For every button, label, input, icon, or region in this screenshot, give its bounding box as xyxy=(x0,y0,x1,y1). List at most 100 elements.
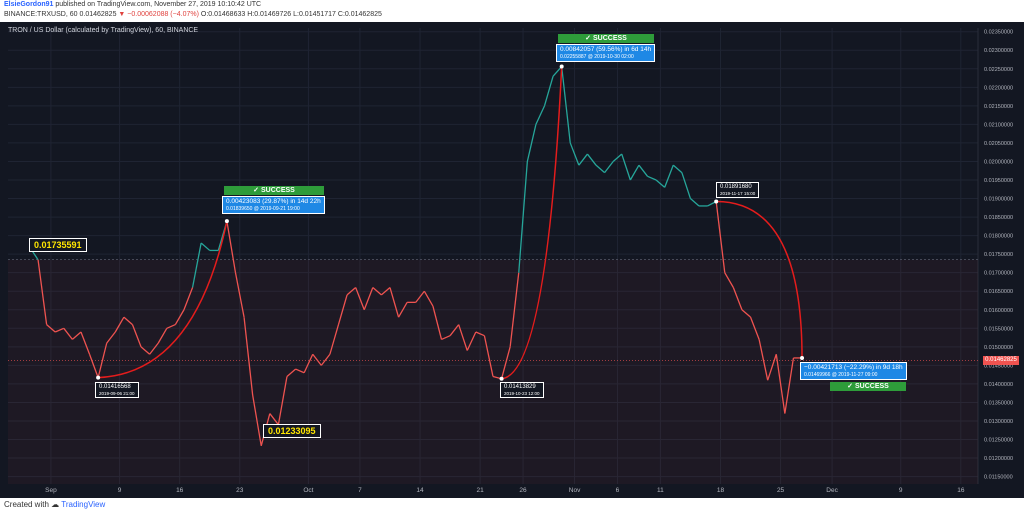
price-segment xyxy=(595,164,606,174)
last-price: 0.01462825 xyxy=(79,11,117,18)
price-segment xyxy=(80,331,91,355)
measure-arrow xyxy=(716,200,803,358)
measure-arrow xyxy=(98,220,228,379)
measure-callout-1[interactable]: 0.00423083 (29.87%) in 14d 22h 0.0183965… xyxy=(222,196,325,214)
y-tick-label: 0.02000000 xyxy=(984,159,1013,165)
arrow-start-dot xyxy=(499,376,504,381)
arrow-end-dot xyxy=(559,64,564,69)
footer-credit: Created with ☁ TradingView xyxy=(4,500,106,509)
price-segment xyxy=(475,331,485,337)
y-tick-label: 0.01250000 xyxy=(984,438,1013,444)
y-tick-label: 0.02350000 xyxy=(984,30,1013,36)
price-segment xyxy=(724,272,734,288)
measure-callout-2[interactable]: 0.00842057 (59.56%) in 6d 14h 0.02255887… xyxy=(556,44,656,62)
price-segment xyxy=(655,179,666,188)
x-tick-label: 21 xyxy=(477,487,485,494)
chart-title: TRON / US Dollar (calculated by TradingV… xyxy=(8,27,199,34)
x-tick-label: 14 xyxy=(416,487,424,494)
y-tick-label: 0.01800000 xyxy=(984,234,1013,240)
publish-info: published on TradingView.com, November 2… xyxy=(55,1,262,8)
level-label-high: 0.01735591 xyxy=(29,238,87,252)
price-segment xyxy=(535,105,546,125)
x-tick-label: 7 xyxy=(358,487,362,494)
price-segment xyxy=(200,242,211,251)
price-segment xyxy=(372,287,382,296)
price-segment xyxy=(432,305,443,340)
price-segment xyxy=(320,353,331,366)
y-tick-label: 0.01550000 xyxy=(984,326,1013,332)
y-tick-label: 0.01750000 xyxy=(984,252,1013,258)
ohlc-values: O:0.01468633 H:0.01469726 L:0.01451717 C… xyxy=(200,11,382,18)
grid xyxy=(8,28,979,484)
price-segment xyxy=(784,357,795,414)
price-segment xyxy=(543,76,554,107)
y-tick-label: 0.01150000 xyxy=(984,475,1013,481)
price-segment xyxy=(54,327,65,333)
price-segment xyxy=(140,346,151,355)
tradingview-link[interactable]: TradingView xyxy=(61,500,106,509)
price-segment xyxy=(71,331,82,340)
price-segment xyxy=(97,342,108,378)
y-tick-label: 0.01300000 xyxy=(984,419,1013,425)
price-segment xyxy=(690,198,700,207)
y-tick-label: 0.01950000 xyxy=(984,178,1013,184)
price-segment xyxy=(586,153,597,166)
price-segment xyxy=(672,164,683,174)
price-segment xyxy=(337,294,348,325)
y-tick-label: 0.02250000 xyxy=(984,67,1013,73)
price-segment xyxy=(398,302,408,318)
chart-area[interactable] xyxy=(0,22,1024,498)
y-tick-label: 0.02050000 xyxy=(984,141,1013,147)
x-tick-label: 16 xyxy=(176,487,184,494)
price-segment xyxy=(775,354,786,414)
x-tick-label: 25 xyxy=(777,487,785,494)
price-segment xyxy=(749,316,760,340)
y-tick-label: 0.01200000 xyxy=(984,456,1013,462)
price-segment xyxy=(363,287,374,310)
symbol-line: BINANCE:TRXUSD, 60 0.01462825 ▼ −0.00062… xyxy=(4,11,382,18)
x-tick-label: 9 xyxy=(118,487,122,494)
tradingview-logo-icon: ☁ xyxy=(51,500,60,509)
y-tick-label: 0.02300000 xyxy=(984,48,1013,54)
author-link[interactable]: ElsieGordon91 xyxy=(4,1,54,8)
price-segment xyxy=(664,164,674,188)
price-segment xyxy=(243,317,254,396)
x-axis: Sep 9 16 23 Oct 7 14 21 26 Nov 6 11 18 25 Dec 9 16 xyxy=(45,487,965,494)
price-segment xyxy=(732,287,743,310)
price-segment xyxy=(423,290,434,307)
x-tick-label: 26 xyxy=(519,487,527,494)
price-segment xyxy=(415,290,425,303)
low-label-oct: 0.01413829 2019-10-23 12:00 xyxy=(500,382,544,398)
price-segment xyxy=(552,66,563,77)
y-tick-label: 0.01400000 xyxy=(984,382,1013,388)
measure-arrow xyxy=(501,66,563,380)
x-tick-label: Sep xyxy=(45,487,57,494)
symbol: BINANCE:TRXUSD, 60 xyxy=(4,11,78,18)
x-tick-label: 11 xyxy=(657,487,664,494)
last-price-tag: 0.01462825 xyxy=(983,356,1019,366)
publish-line: ElsieGordon91 published on TradingView.c… xyxy=(4,1,261,8)
price-segment xyxy=(612,153,623,162)
price-segment xyxy=(389,287,400,318)
price-segment xyxy=(234,272,245,318)
price-segment xyxy=(458,324,468,351)
publish-header: ElsieGordon91 published on TradingView.c… xyxy=(0,0,1024,22)
price-segment xyxy=(191,242,202,288)
y-tick-label: 0.01850000 xyxy=(984,215,1013,221)
price-segment xyxy=(269,413,279,426)
price-segment xyxy=(449,324,460,337)
price-segment xyxy=(106,331,116,344)
price-segment xyxy=(638,164,649,177)
price-segment xyxy=(578,153,588,166)
high-label-nov: 0.01891680 2019-11-17 15:00 xyxy=(716,182,760,198)
price-segment xyxy=(647,175,657,181)
price-segment xyxy=(441,335,451,341)
y-tick-label: 0.01350000 xyxy=(984,400,1013,406)
y-tick-label: 0.02150000 xyxy=(984,104,1013,110)
price-segment xyxy=(518,161,528,273)
price-segment xyxy=(604,161,614,173)
price-segment xyxy=(114,316,125,333)
measure-callout-3[interactable]: −0.00421713 (−22.29%) in 9d 18h 0.014699… xyxy=(800,362,907,380)
x-tick-label: Nov xyxy=(569,487,581,494)
